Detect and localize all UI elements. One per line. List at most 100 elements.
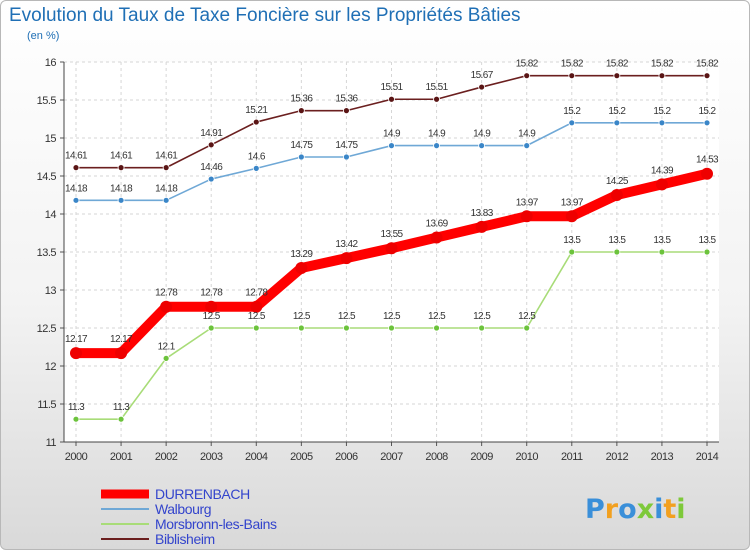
legend-label-morsbronn-les-bains: Morsbronn-les-Bains: [155, 516, 277, 532]
data-point-morsbronn-les-bains: [433, 324, 440, 332]
x-tick-label: 2010: [515, 451, 538, 463]
data-label-durrenbach: 13.69: [426, 219, 449, 230]
series-morsbronn-les-bains: [72, 248, 711, 423]
data-label-walbourg: 14.9: [473, 129, 491, 140]
data-point-walbourg: [388, 142, 395, 150]
logo-letter: P: [585, 494, 605, 525]
data-label-walbourg: 14.75: [290, 140, 313, 151]
data-label-biblisheim: 15.21: [245, 105, 268, 116]
data-point-walbourg: [72, 196, 80, 204]
data-point-walbourg: [252, 164, 260, 172]
data-point-morsbronn-les-bains: [72, 415, 80, 423]
x-tick-label: 2009: [470, 451, 493, 463]
data-label-durrenbach: 13.55: [380, 229, 403, 240]
data-label-durrenbach: 13.29: [290, 249, 313, 260]
data-label-walbourg: 15.2: [698, 106, 716, 117]
data-label-biblisheim: 15.51: [426, 82, 449, 93]
data-label-morsbronn-les-bains: 12.5: [473, 311, 491, 322]
series-durrenbach: [70, 167, 713, 360]
series-group: [70, 72, 713, 423]
data-label-morsbronn-les-bains: 13.5: [608, 235, 626, 246]
data-point-morsbronn-les-bains: [297, 324, 305, 332]
x-tick-label: 2011: [561, 451, 583, 463]
x-tick-label: 2000: [65, 451, 88, 463]
y-tick-label: 16: [45, 57, 57, 69]
data-point-biblisheim: [72, 164, 80, 172]
x-tick-label: 2002: [155, 451, 178, 463]
data-point-durrenbach: [295, 261, 308, 274]
data-point-biblisheim: [297, 107, 305, 115]
x-tick-label: 2012: [606, 451, 629, 463]
x-tick-label: 2006: [335, 451, 358, 463]
data-point-morsbronn-les-bains: [252, 324, 260, 332]
data-label-durrenbach: 14.25: [606, 176, 629, 187]
data-label-walbourg: 15.2: [563, 106, 581, 117]
data-point-walbourg: [523, 142, 531, 150]
legend: DURRENBACHWalbourgMorsbronn-les-BainsBib…: [101, 486, 277, 547]
data-labels: 14.61 14.61 14.61 14.91 15.21 15.36 15.36 15.51…: [65, 59, 720, 414]
data-point-morsbronn-les-bains: [343, 324, 350, 332]
data-point-walbourg: [478, 142, 486, 150]
data-point-biblisheim: [523, 72, 531, 80]
data-point-durrenbach: [610, 189, 623, 201]
data-label-durrenbach: 13.42: [335, 239, 358, 250]
data-label-morsbronn-les-bains: 12.1: [158, 341, 176, 352]
data-label-walbourg: 14.18: [110, 183, 133, 194]
data-label-durrenbach: 12.78: [155, 288, 178, 299]
data-point-durrenbach: [205, 300, 218, 313]
data-label-durrenbach: 13.97: [516, 197, 539, 208]
data-point-biblisheim: [433, 95, 440, 103]
data-label-walbourg: 14.9: [383, 129, 401, 140]
data-label-biblisheim: 14.61: [155, 151, 178, 162]
logo-letter: t: [663, 494, 676, 525]
series-biblisheim: [72, 72, 711, 172]
data-label-durrenbach: 12.17: [65, 334, 88, 345]
y-unit-label: (en %): [27, 30, 60, 42]
data-point-biblisheim: [568, 72, 576, 80]
data-label-morsbronn-les-bains: 11.3: [113, 402, 130, 413]
logo-letter: x: [637, 494, 654, 525]
data-point-morsbronn-les-bains: [388, 324, 395, 332]
data-label-biblisheim: 15.82: [696, 59, 719, 70]
data-point-walbourg: [162, 196, 170, 204]
data-label-biblisheim: 15.36: [290, 94, 313, 105]
data-point-durrenbach: [340, 252, 353, 265]
data-point-morsbronn-les-bains: [478, 324, 486, 332]
data-label-durrenbach: 13.97: [561, 197, 584, 208]
data-label-walbourg: 14.6: [248, 151, 266, 162]
data-label-morsbronn-les-bains: 13.5: [698, 235, 716, 246]
data-point-biblisheim: [658, 72, 666, 80]
data-point-biblisheim: [388, 95, 395, 103]
data-point-walbourg: [343, 153, 350, 161]
data-point-durrenbach: [475, 220, 488, 233]
data-point-morsbronn-les-bains: [568, 248, 576, 256]
data-label-morsbronn-les-bains: 12.5: [293, 311, 311, 322]
data-point-walbourg: [297, 153, 305, 161]
data-label-morsbronn-les-bains: 12.5: [203, 311, 221, 322]
x-tick-label: 2008: [425, 451, 448, 463]
logo-letter: r: [605, 494, 619, 525]
data-label-morsbronn-les-bains: 13.5: [653, 235, 671, 246]
data-point-biblisheim: [207, 141, 215, 149]
data-label-biblisheim: 15.51: [380, 82, 403, 93]
x-tick-label: 2007: [380, 451, 403, 463]
y-tick-label: 11.5: [37, 399, 56, 411]
chart-title: Evolution du Taux de Taxe Foncière sur l…: [9, 5, 521, 26]
y-tick-label: 12: [45, 361, 57, 373]
data-point-walbourg: [207, 175, 215, 183]
data-point-durrenbach: [250, 300, 263, 313]
data-point-morsbronn-les-bains: [207, 324, 215, 332]
data-point-biblisheim: [252, 118, 260, 126]
data-label-morsbronn-les-bains: 12.5: [248, 311, 266, 322]
data-label-morsbronn-les-bains: 11.3: [68, 402, 85, 413]
x-tick-label: 2013: [651, 451, 674, 463]
y-tick-label: 12.5: [37, 323, 57, 335]
data-label-biblisheim: 15.67: [471, 70, 494, 81]
data-label-morsbronn-les-bains: 12.5: [338, 311, 356, 322]
data-label-biblisheim: 15.36: [335, 94, 358, 105]
data-label-morsbronn-les-bains: 13.5: [563, 235, 581, 246]
data-label-biblisheim: 14.91: [200, 128, 223, 139]
data-point-walbourg: [433, 142, 440, 150]
y-tick-label: 14: [45, 209, 57, 221]
data-label-durrenbach: 12.78: [245, 288, 268, 299]
